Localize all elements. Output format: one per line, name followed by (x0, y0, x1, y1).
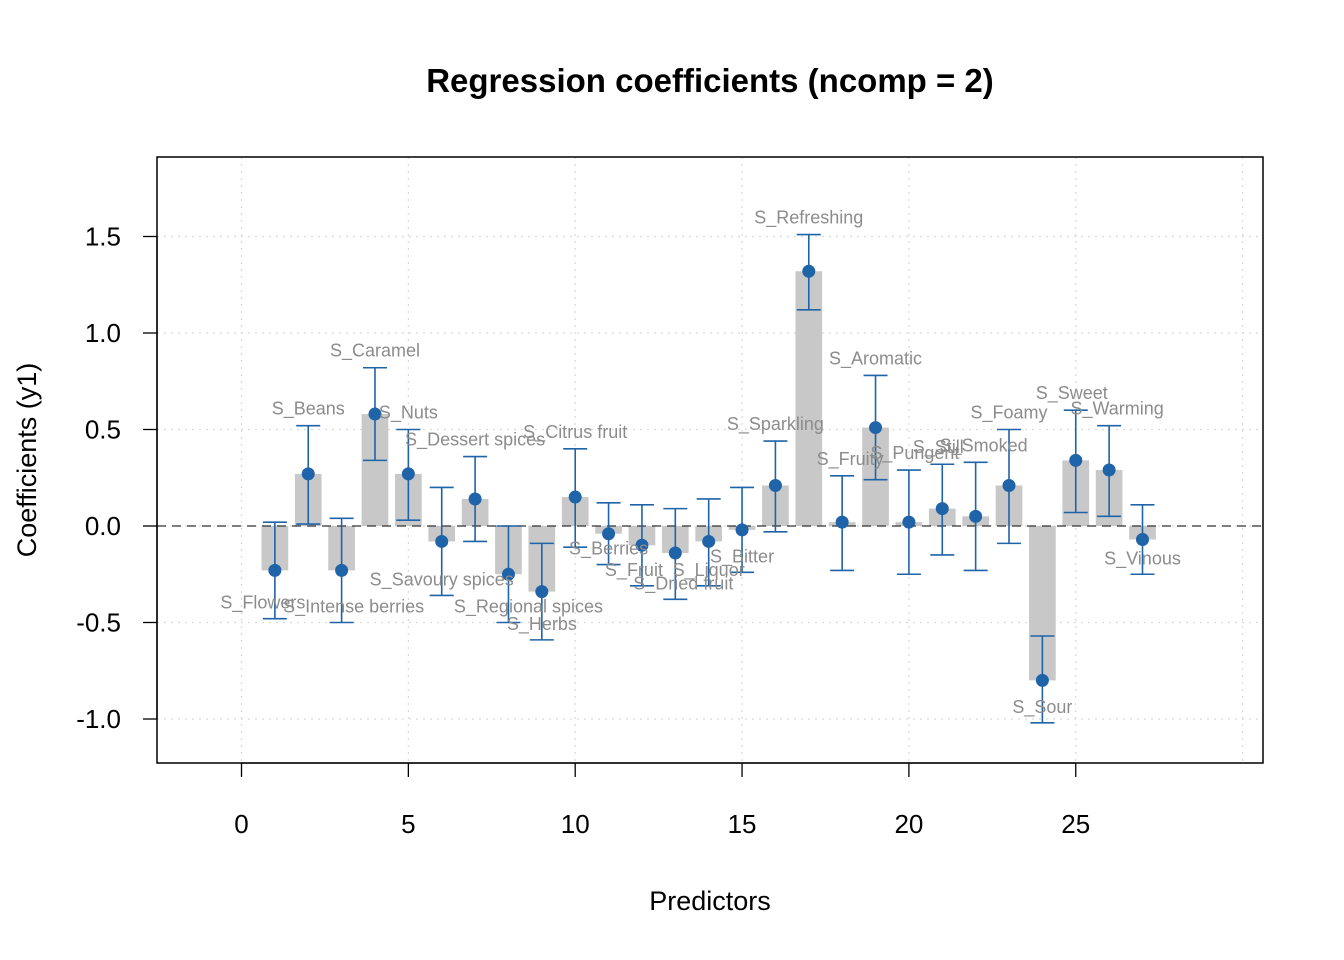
y-axis: -1.0 -0.5 0.0 0.5 1.0 1.5 (76, 222, 157, 735)
point-label: S_Aromatic (829, 348, 922, 369)
point-label: S_Warming (1070, 399, 1163, 420)
coefficient-point (268, 564, 281, 577)
y-tick-label: 0.0 (85, 511, 121, 541)
x-axis: 0 5 10 15 20 25 (234, 763, 1090, 839)
coefficient-point (335, 564, 348, 577)
x-tick-label: 10 (561, 809, 590, 839)
x-tick-label: 20 (894, 809, 923, 839)
point-label: S_Sour (1012, 697, 1072, 718)
point-label: S_Savoury spices (370, 569, 514, 590)
x-tick-label: 5 (401, 809, 415, 839)
point-label: S_Intense berries (283, 597, 424, 618)
coefficient-point (1136, 533, 1149, 546)
coefficient-point (1103, 464, 1116, 477)
coefficient-point (302, 467, 315, 480)
coefficient-point (769, 479, 782, 492)
point-label: S_Refreshing (754, 208, 863, 229)
y-axis-label: Coefficients (y1) (12, 363, 42, 558)
point-label: S_Nuts (379, 403, 438, 424)
point-label: S_Smoked (940, 435, 1028, 456)
coefficient-point (869, 421, 882, 434)
x-axis-label: Predictors (649, 886, 771, 916)
point-label: S_Caramel (330, 341, 420, 362)
coefficient-point (802, 265, 815, 278)
coefficient-point (569, 491, 582, 504)
x-tick-label: 25 (1061, 809, 1090, 839)
coefficient-point (1036, 674, 1049, 687)
plot-area-frame (157, 157, 1263, 763)
y-tick-label: 1.0 (85, 318, 121, 348)
y-tick-label: 1.5 (85, 222, 121, 252)
y-tick-label: 0.5 (85, 415, 121, 445)
point-label: S_Berries (569, 539, 648, 560)
point-label: S_Bitter (710, 546, 774, 567)
chart-title: Regression coefficients (ncomp = 2) (426, 62, 994, 99)
coefficient-point (1069, 454, 1082, 467)
point-label: S_Foamy (970, 403, 1047, 424)
point-label: S_Herbs (507, 614, 577, 635)
y-tick-label: -0.5 (76, 608, 121, 638)
coefficient-point (669, 547, 682, 560)
y-tick-label: -1.0 (76, 704, 121, 734)
coefficient-point (836, 516, 849, 529)
point-label: S_Citrus fruit (523, 422, 627, 443)
x-tick-label: 0 (234, 809, 248, 839)
grid-lines (157, 157, 1263, 763)
coefficient-point (936, 502, 949, 515)
coefficient-point (969, 510, 982, 523)
coefficient-point (402, 467, 415, 480)
coefficient-point (736, 523, 749, 536)
point-label: S_Sparkling (727, 414, 824, 435)
x-tick-label: 15 (728, 809, 757, 839)
coefficient-point (469, 492, 482, 505)
point-label: S_Vinous (1104, 548, 1181, 569)
coefficient-point (435, 535, 448, 548)
coefficient-point (1003, 479, 1016, 492)
coefficient-point (902, 516, 915, 529)
point-label: S_Beans (272, 399, 345, 420)
